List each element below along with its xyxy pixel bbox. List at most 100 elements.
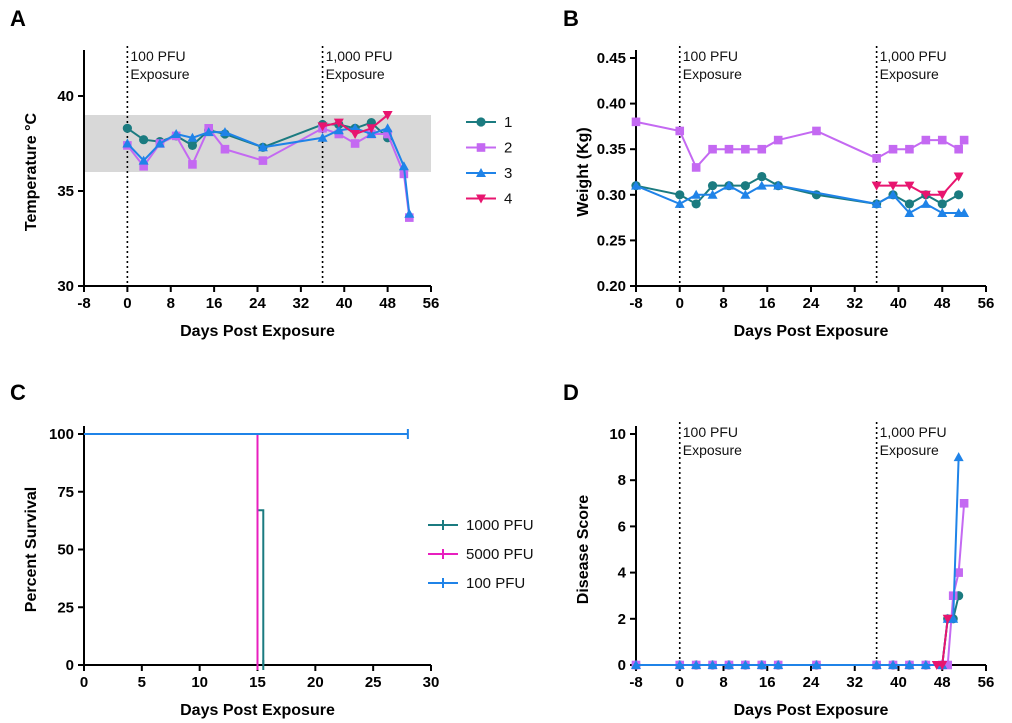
series-4 xyxy=(931,614,953,670)
series-line xyxy=(635,120,965,170)
data-point xyxy=(757,171,767,182)
series-line xyxy=(636,457,960,666)
exposure-label: Exposure xyxy=(880,442,939,458)
x-axis-title: Days Post Exposure xyxy=(734,323,889,340)
exposure-label: 1,000 PFU xyxy=(880,424,947,440)
series-line xyxy=(636,503,966,666)
normal-range-band xyxy=(84,115,431,172)
x-tick-label: 56 xyxy=(423,295,440,312)
data-point xyxy=(675,190,685,200)
series-2 xyxy=(631,499,969,670)
data-point xyxy=(773,135,783,145)
data-point xyxy=(188,160,197,169)
data-point xyxy=(953,172,964,182)
data-point xyxy=(707,189,718,199)
y-tick-label: 0 xyxy=(66,657,74,674)
y-axis-title: Percent Survival xyxy=(23,487,40,612)
legend-label: 4 xyxy=(504,191,512,208)
panel-label-d: D xyxy=(563,380,579,405)
panel-label-b: B xyxy=(563,6,579,31)
panel-c: 0 5 10 15 20 25 30 0 25 50 75 100 Days Post Exposure… xyxy=(23,426,534,719)
data-point xyxy=(920,190,931,200)
legend-marker xyxy=(476,117,486,127)
y-tick-label: 0.40 xyxy=(597,96,626,113)
data-point xyxy=(691,189,702,199)
data-point xyxy=(122,138,133,148)
data-point xyxy=(904,199,915,209)
x-tick-label: 25 xyxy=(365,674,382,691)
x-tick-label: 24 xyxy=(803,674,820,691)
exposure-label: Exposure xyxy=(683,66,742,82)
series-3 xyxy=(631,452,964,669)
data-point xyxy=(674,198,685,208)
data-point xyxy=(756,660,767,669)
x-tick-label: 0 xyxy=(676,674,684,691)
data-point xyxy=(756,180,767,190)
y-axis-title: Disease Score xyxy=(575,495,592,605)
data-point xyxy=(707,181,718,191)
data-point xyxy=(741,144,750,154)
data-point xyxy=(171,129,182,138)
data-point xyxy=(943,660,953,670)
y-tick-label: 0.35 xyxy=(597,141,626,158)
data-point xyxy=(366,129,377,138)
data-point xyxy=(937,208,948,218)
data-point xyxy=(757,144,767,154)
exposure-label: 100 PFU xyxy=(683,424,738,440)
data-point xyxy=(904,660,915,669)
data-point xyxy=(888,144,898,154)
y-tick-label: 10 xyxy=(609,426,626,443)
x-tick-label: 30 xyxy=(423,674,440,691)
data-point xyxy=(959,208,970,218)
data-point xyxy=(203,127,214,137)
x-tick-label: 48 xyxy=(934,295,951,312)
x-axis-title: Days Post Exposure xyxy=(180,323,335,340)
data-point xyxy=(872,154,881,163)
y-tick-label: 35 xyxy=(57,183,74,200)
x-tick-label: 56 xyxy=(978,295,995,312)
exposure-label: 1,000 PFU xyxy=(880,48,947,64)
series-line xyxy=(84,433,265,665)
data-point xyxy=(937,135,947,145)
data-point xyxy=(811,660,822,669)
y-axis-title: Weight (Kg) xyxy=(575,127,592,216)
x-tick-label: 32 xyxy=(293,295,310,312)
data-point xyxy=(383,129,392,139)
data-point xyxy=(138,155,149,165)
x-axis-title: Days Post Exposure xyxy=(180,702,335,719)
data-point xyxy=(317,122,328,132)
exposure-label: Exposure xyxy=(683,442,742,458)
y-tick-label: 75 xyxy=(57,484,74,501)
x-tick-label: 24 xyxy=(249,295,266,312)
y-tick-label: 8 xyxy=(618,472,626,489)
x-tick-label: 24 xyxy=(803,295,820,312)
x-tick-label: 15 xyxy=(249,674,266,691)
data-point xyxy=(948,613,959,623)
data-point xyxy=(258,156,268,165)
series-4 xyxy=(871,172,964,200)
data-point xyxy=(942,614,953,624)
data-point xyxy=(723,660,734,669)
data-point xyxy=(954,568,963,577)
data-point xyxy=(904,208,915,218)
data-point xyxy=(382,123,393,133)
legend-label: 5000 PFU xyxy=(466,546,534,563)
legend-label: 1 xyxy=(504,114,512,131)
y-tick-label: 25 xyxy=(57,599,74,616)
x-tick-label: 40 xyxy=(890,674,907,691)
data-point xyxy=(812,126,821,136)
data-point xyxy=(740,181,750,191)
data-point xyxy=(954,144,963,154)
series-line xyxy=(636,595,960,666)
data-point xyxy=(937,199,947,209)
y-tick-label: 0.45 xyxy=(597,50,626,67)
data-point xyxy=(154,138,165,148)
x-tick-label: 10 xyxy=(191,674,208,691)
y-tick-label: 50 xyxy=(57,542,74,559)
y-tick-label: 0.30 xyxy=(597,187,626,204)
x-tick-label: 40 xyxy=(336,295,353,312)
y-tick-label: 100 xyxy=(49,426,74,443)
data-point xyxy=(740,660,751,669)
